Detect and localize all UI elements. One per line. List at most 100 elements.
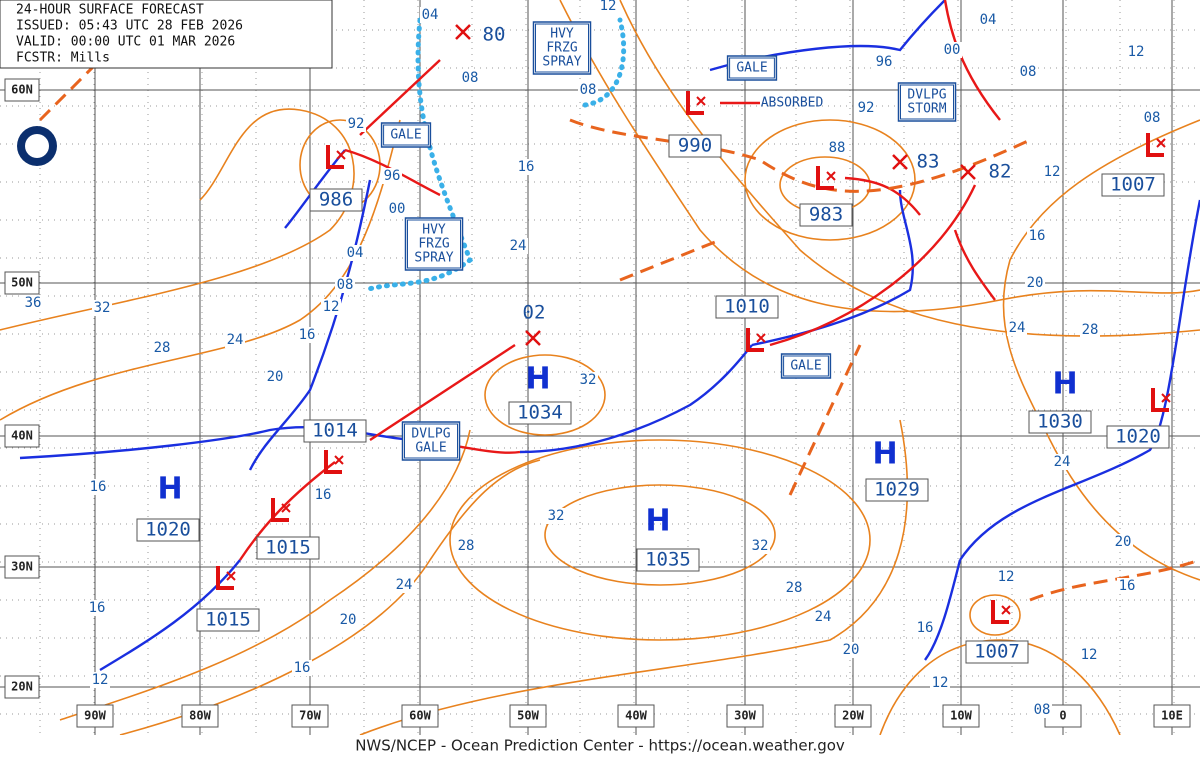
annotation-box [535,23,589,73]
annotation: GALE [390,128,421,143]
low-symbol [271,498,289,522]
freezing-spray-area [582,17,627,108]
header-valid: VALID: 00:00 UTC 01 MAR 2026 [16,35,235,50]
isobar-label: 24 [815,609,832,625]
low-pressure: 990 [678,135,712,157]
latitude-label-box [4,675,40,699]
isobar-label: 04 [422,7,439,23]
isobar-label-bg [1080,322,1100,338]
isobar-label: 16 [315,487,332,503]
dissipating-low-marker [525,330,541,346]
low-pressure: 1007 [1110,174,1156,196]
dissipating-low-marker [892,154,908,170]
isobar-label: 28 [786,580,803,596]
isobar-label: 24 [1009,320,1026,336]
labels: 60N 50N 40N 30N 20N 90W 80W 70W 60W 50W 40W 30W 20W 1… [0,0,1191,728]
isobar-label-bg [345,245,365,261]
fronts [19,0,1200,672]
isobar-label: 12 [932,675,949,691]
longitude-label: 90W [84,709,106,723]
high-pressure-box [508,401,572,425]
isobar-label: 96 [876,54,893,70]
isobar-label: 24 [510,238,527,254]
header-box [0,0,333,69]
low-pressure: 1015 [265,537,311,559]
isobar-label: 12 [92,672,109,688]
isobar-label: 12 [1044,164,1061,180]
isobar-label-bg [152,340,172,356]
isobar-label: 12 [600,0,617,14]
isobar-label: 32 [548,508,565,524]
isobar [359,419,909,736]
isobar-label: 20 [267,369,284,385]
latitude-label: 20N [11,680,33,694]
isobar-label-bg [827,140,847,156]
isobar-label: 28 [154,340,171,356]
isobar-label: 12 [1081,647,1098,663]
annotation-box [401,421,461,461]
isobar [1002,119,1200,581]
longitude-label: 20W [842,709,864,723]
low-cross [226,571,236,581]
isobar-label-bg [813,609,833,625]
isobar-label: 24 [1054,454,1071,470]
low-cross [336,150,346,160]
low-pressure-box [303,419,367,443]
isobar [619,0,1200,337]
low-cross [1161,393,1171,403]
isobar-label-bg [88,479,108,495]
isobar-label-bg [1018,64,1038,80]
isobar-label-bg [578,372,598,388]
high-pressure: 1020 [145,519,191,541]
isobar-label-bg [1032,702,1052,718]
isobar [559,0,1200,313]
annotation: HVY [550,27,574,42]
isobars [0,0,1200,736]
isobar-label-bg [598,0,618,14]
dissipating-low-marker [455,24,471,40]
isobar-label-bg [321,299,341,315]
isobar-label-bg [750,538,770,554]
low-symbol [326,145,344,169]
longitude-label: 10E [1161,709,1183,723]
isobar-label: 16 [1119,578,1136,594]
low-symbol [324,450,342,474]
longitude-label-box [834,704,872,728]
annotation: GALE [736,61,767,76]
annotation-box [726,55,778,81]
low-track [769,184,977,347]
isobar-label-bg [784,580,804,596]
latitude-label: 60N [11,83,33,97]
isobar-label: 08 [337,277,354,293]
isobar-label: 08 [462,70,479,86]
isobar-label-bg [942,42,962,58]
isobar-label-bg [460,70,480,86]
annotation: GALE [415,441,446,456]
low-pressure-box [715,295,779,319]
isobar-label: 20 [1027,275,1044,291]
isobar-label: 28 [458,538,475,554]
isobar-label-bg [856,100,876,116]
longitude-label-box [1153,704,1191,728]
isobar-label: 28 [1082,322,1099,338]
annotation: DVLPG [907,88,946,103]
isobar-label-bg [335,277,355,293]
isobar-label-bg [292,660,312,676]
header-issued: ISSUED: 05:43 UTC 28 FEB 2026 [16,19,243,34]
low-pressure-box [799,203,853,227]
isobar-label-bg [420,7,440,23]
longitude-label-box [76,704,114,728]
annotation-box [532,21,592,75]
map-area [0,0,1200,735]
latitude-label: 30N [11,560,33,574]
cold-front [751,189,914,347]
low-symbol [686,91,704,115]
high-symbol: H [157,472,182,507]
annotation-box [729,57,775,79]
warm-front [239,461,336,561]
isobar-label: 24 [227,332,244,348]
isobar-label: 32 [580,372,597,388]
latitude-label-box [4,424,40,448]
high-symbol: H [525,362,550,397]
isobar-label-bg [915,620,935,636]
